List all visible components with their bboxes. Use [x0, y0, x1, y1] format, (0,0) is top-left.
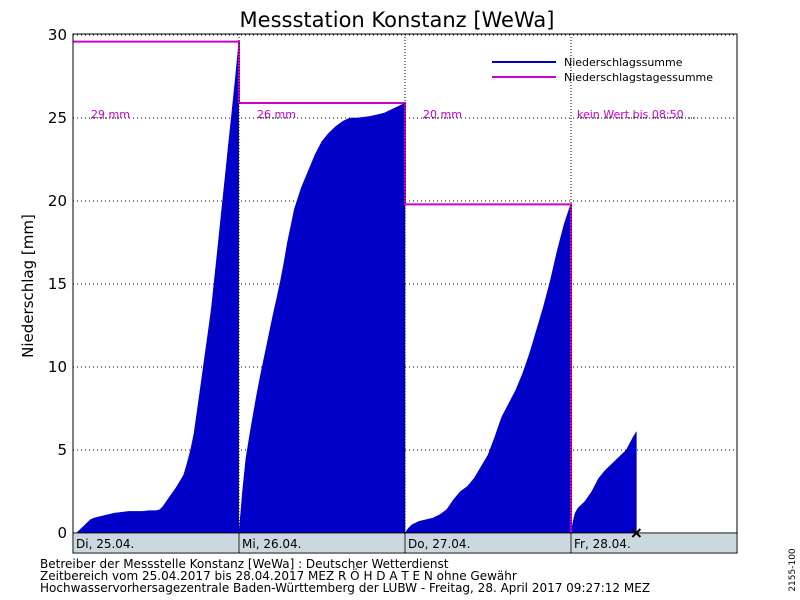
precipitation-area-25.04.: [75, 43, 239, 534]
series-niederschlagssumme: [75, 43, 637, 534]
day-cell: [240, 534, 404, 552]
y-tick-label-20: 20: [48, 192, 67, 210]
precipitation-area-26.04.: [238, 102, 406, 534]
day-cell: [572, 534, 736, 552]
y-tick-label-0: 0: [57, 524, 67, 542]
day-separators: [238, 34, 572, 533]
annotation-day-1: 29 mm: [91, 108, 130, 121]
day-cell: [406, 534, 570, 552]
precipitation-area-27.04.: [404, 204, 571, 534]
footer-time-range: Zeitbereich vom 25.04.2017 bis 28.04.201…: [40, 567, 517, 583]
legend-label-niederschlagstagessumme: Niederschlagstagessumme: [564, 71, 713, 84]
day-label-3: Do, 27.04.: [408, 537, 470, 551]
precipitation-area-28.04.: [570, 430, 637, 534]
footer-publisher: Hochwasservorhersagezentrale Baden-Württ…: [40, 581, 650, 595]
day-label-2: Mi, 26.04.: [242, 537, 301, 551]
annotation-day-2: 26 mm: [257, 108, 296, 121]
daily-total-annotations: 29 mm 26 mm 20 mm kein Wert bis 08:50: [91, 108, 695, 121]
y-tick-label-5: 5: [57, 441, 67, 459]
chart-code: 2155-100: [788, 548, 798, 592]
annotation-day-4: kein Wert bis 08:50: [577, 108, 684, 121]
legend: Niederschlagssumme Niederschlagstagessum…: [492, 56, 713, 84]
footer-operator: Betreiber der Messstelle Konstanz [WeWa]…: [40, 557, 449, 571]
day-label-1: Di, 25.04.: [76, 537, 134, 551]
y-tick-labels: 0 5 10 15 20 25 30: [48, 26, 67, 542]
legend-label-niederschlagssumme: Niederschlagssumme: [564, 56, 683, 69]
y-tick-label-10: 10: [48, 358, 67, 376]
y-tick-label-25: 25: [48, 109, 67, 127]
day-label-strip: Di, 25.04. Mi, 26.04. Do, 27.04. Fr, 28.04.: [72, 532, 738, 554]
y-tick-label-30: 30: [48, 26, 67, 44]
y-tick-label-15: 15: [48, 275, 67, 293]
day-cell: [74, 534, 238, 552]
current-time-marker: [631, 528, 642, 538]
day-label-4: Fr, 28.04.: [574, 537, 631, 551]
y-axis-label: Niederschlag [mm]: [19, 214, 37, 358]
now-marker-stroke-b: [631, 528, 642, 538]
chart-title: Messstation Konstanz [WeWa]: [240, 8, 555, 32]
annotation-day-3: 20 mm: [423, 108, 462, 121]
